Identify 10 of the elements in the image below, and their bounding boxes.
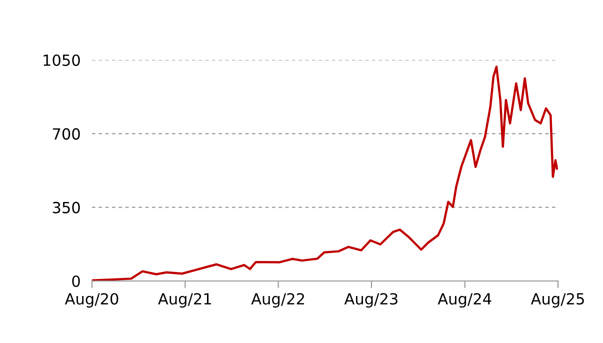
y-tick-label: 350 [52, 202, 80, 214]
x-tick-label: Aug/24 [438, 293, 492, 308]
x-tick-label: Aug/20 [64, 293, 118, 308]
x-tick-label: Aug/21 [158, 293, 211, 308]
x-tick-label: Aug/22 [251, 293, 304, 308]
x-tick-label: Aug/23 [344, 293, 398, 308]
x-tick-label: Aug/25 [530, 293, 584, 308]
y-tick-label: 1050 [44, 54, 80, 66]
y-tick-label: 700 [52, 128, 80, 140]
y-tick-label: 0 [72, 275, 80, 288]
